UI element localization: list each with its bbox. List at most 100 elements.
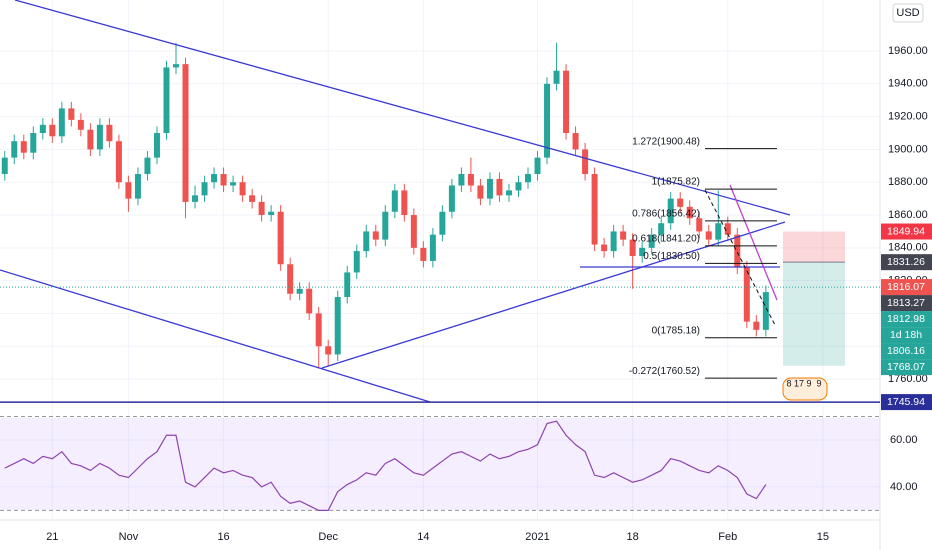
price-label-box [881,311,932,328]
price-label-box [881,223,932,240]
price-label-box [881,394,932,411]
event-strip [782,377,828,401]
candle-body [11,141,18,158]
candle-body [201,182,208,196]
candle-body [372,231,379,240]
candle-body [544,83,551,158]
candle-body [410,215,417,248]
candle-body [629,239,636,257]
candle-body [296,288,303,294]
price-label: 1849.94 [887,225,925,237]
x-tick-label: 2021 [525,531,549,543]
candle-body [505,190,512,196]
y-tick-label: 1760.00 [888,373,928,385]
candle-body [249,195,256,202]
candle-body [648,234,655,248]
rsi-line [4,420,767,512]
candle-body [353,251,360,273]
candle-body [401,190,408,216]
y-tick-label: 1920.00 [888,111,928,123]
fib-trend [704,189,776,326]
event-label: 17 [794,378,804,388]
candle-body [429,234,436,261]
candle-body [515,182,522,191]
price-label: 1813.27 [887,297,925,309]
candle-body [667,198,674,224]
candle-body [325,346,332,355]
candle-body [553,70,560,84]
candle-body [39,124,46,134]
candle-body [610,231,617,252]
price-label: 1831.26 [887,256,925,268]
candle-body [144,157,151,175]
candle-body [268,211,275,216]
candle-body [106,124,113,142]
y-tick-label: 1900.00 [888,143,928,155]
candle-body [49,124,56,137]
candle-body [477,185,484,199]
candle-body [96,124,103,150]
candle-body [58,108,65,137]
candle-body [277,211,284,265]
candle-body [125,182,132,199]
candle-body [239,182,246,196]
candle-body [534,157,541,175]
marks [1,42,769,512]
price-label: 1806.16 [887,345,925,357]
candle-body [306,288,313,314]
x-tick-label: 15 [817,531,829,543]
fib-label: 0.786(1856.42) [632,209,700,220]
event-label: 8 [786,378,791,388]
overlay: 1760.001780.001800.001820.001840.001860.… [0,45,932,543]
candle-body [77,119,84,130]
candle-body [153,133,160,158]
candle-body [287,264,294,294]
candle-body [572,133,579,150]
x-tick-label: Feb [718,531,737,543]
x-tick-label: Dec [318,531,338,543]
candle-body [344,272,351,298]
candle-body [563,70,570,134]
candle-body [458,174,465,186]
candle-body [439,211,446,235]
price-label: 1812.98 [887,313,925,325]
candle-body [696,218,703,232]
y-tick-label: 1880.00 [888,176,928,188]
price-label: 1768.07 [887,361,925,373]
candle-body [525,174,531,183]
x-tick-label: 16 [217,531,229,543]
target-zone [783,262,845,366]
candle-body [705,231,712,240]
trendline [0,269,431,403]
fib-label: 0(1785.18) [652,325,700,336]
candle-body [220,174,227,186]
price-label: 1d 18h [890,329,922,341]
fib-label: 1.272(1900.48) [632,136,700,147]
candle-body [677,198,684,207]
rsi-background [0,418,880,510]
candle-body [134,174,141,199]
fib-label: 0.618(1841.20) [632,233,700,244]
candle-body [230,182,237,186]
trendline [14,0,791,216]
candle-body [467,174,474,186]
candle-body [87,129,94,150]
x-tick-label: 18 [627,531,639,543]
candle-body [20,141,27,153]
price-label: 1745.94 [887,396,925,408]
candle-body [686,206,693,219]
candle-body [30,133,37,153]
price-label-box [881,254,932,271]
candle-body [211,174,218,183]
candle-body [363,231,370,252]
candle-body [163,67,170,134]
candle-body [734,234,741,268]
candle-body [762,292,769,330]
candle-body [258,201,265,216]
candle-body [753,321,760,330]
candle-body [315,313,322,347]
candle-body [334,297,341,355]
y-tick-label: 40.00 [890,481,918,493]
price-label-box [881,295,932,312]
